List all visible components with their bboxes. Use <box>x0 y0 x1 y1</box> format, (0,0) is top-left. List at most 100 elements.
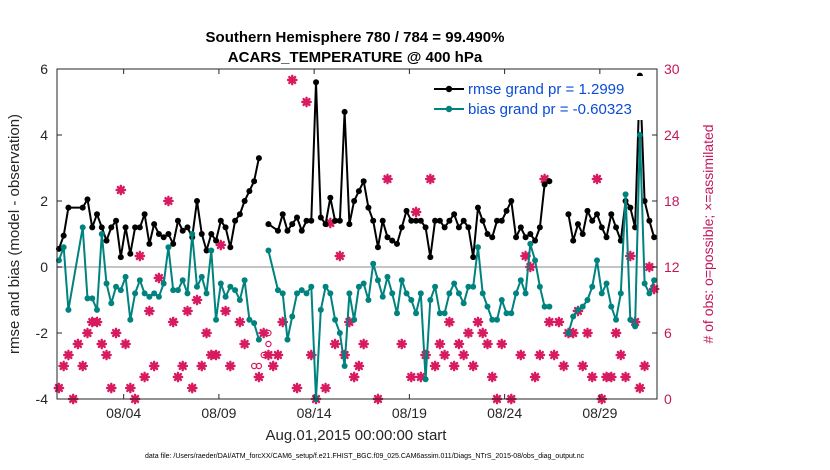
bias-point <box>498 297 505 303</box>
rmse-point <box>84 196 91 203</box>
bias-point <box>489 316 496 323</box>
bias-point <box>146 293 153 300</box>
bias-point <box>474 244 481 251</box>
obs-assimilated-marker <box>567 327 579 339</box>
bias-point <box>89 295 96 302</box>
obs-assimilated-marker <box>320 382 331 394</box>
obs-assimilated-glyph <box>58 360 70 372</box>
rmse-point <box>113 217 120 224</box>
obs-assimilated-glyph <box>577 360 589 372</box>
obs-assimilated-marker <box>148 360 160 372</box>
x-tick-label: 08/24 <box>487 405 522 421</box>
x-tick-label: 08/29 <box>582 405 617 421</box>
rmse-point <box>651 234 658 241</box>
bias-point <box>174 287 181 294</box>
obs-assimilated-marker <box>105 382 117 394</box>
rmse-point <box>546 178 553 185</box>
rmse-point <box>298 227 305 234</box>
rmse-point <box>446 217 453 224</box>
obs-assimilated-glyph <box>453 338 465 350</box>
rmse-point <box>255 155 262 162</box>
obs-assimilated-glyph <box>610 327 622 339</box>
rmse-point <box>308 217 315 224</box>
bias-point <box>379 293 386 300</box>
rmse-point <box>198 231 205 237</box>
obs-assimilated-glyph <box>239 338 251 350</box>
bias-point <box>417 290 424 297</box>
obs-assimilated-marker <box>405 371 417 383</box>
bias-point <box>60 244 67 251</box>
obs-assimilated-glyph <box>477 327 489 339</box>
bias-point <box>113 283 120 290</box>
bias-point <box>351 316 358 323</box>
bias-point <box>451 280 458 287</box>
obs-assimilated-glyph <box>101 349 112 361</box>
rmse-point <box>146 240 153 247</box>
obs-assimilated-glyph <box>53 382 65 394</box>
obs-assimilated-glyph <box>382 173 393 185</box>
rmse-point <box>194 198 200 204</box>
bias-point <box>603 280 610 287</box>
obs-assimilated-marker <box>234 316 246 328</box>
bias-point <box>255 336 262 343</box>
y-tick-label: 0 <box>40 259 48 275</box>
obs-assimilated-glyph <box>343 316 355 328</box>
obs-assimilated-glyph <box>515 349 527 361</box>
bias-point <box>508 310 515 317</box>
obs-assimilated-glyph <box>201 327 212 339</box>
rmse-point <box>351 198 358 204</box>
rmse-point <box>89 224 96 231</box>
bias-point <box>536 283 543 290</box>
obs-assimilated-glyph <box>434 338 446 350</box>
y-tick-label: -2 <box>36 325 49 341</box>
rmse-point <box>374 244 381 251</box>
rmse-point <box>151 221 158 228</box>
rmse-point <box>327 194 334 201</box>
bias-point <box>579 303 586 310</box>
bias-point <box>394 310 400 317</box>
bias-point <box>565 330 572 336</box>
obs-assimilated-glyph <box>448 360 460 372</box>
rmse-point <box>613 224 620 231</box>
obs-assimilated-marker <box>515 349 527 361</box>
bias-point <box>570 313 577 320</box>
bias-point <box>251 320 258 327</box>
rmse-point <box>346 221 353 228</box>
obs-assimilated-glyph <box>582 327 593 339</box>
bias-point <box>541 303 548 310</box>
rmse-point <box>394 240 400 247</box>
obs-assimilated-glyph <box>177 360 189 372</box>
bias-point <box>341 363 348 369</box>
bias-point <box>103 280 110 287</box>
rmse-point <box>455 224 462 231</box>
bias-point <box>584 297 591 303</box>
rmse-point <box>98 224 105 231</box>
obs-possible-marker <box>260 351 267 359</box>
obs-assimilated-glyph <box>267 360 279 372</box>
obs-assimilated-glyph <box>253 371 265 383</box>
obs-assimilated-glyph <box>305 349 317 361</box>
rmse-point <box>303 217 310 224</box>
obs-assimilated-marker <box>486 371 498 383</box>
rmse-point <box>474 204 481 211</box>
bias-point <box>213 316 220 323</box>
obs-assimilated-glyph <box>196 360 208 372</box>
bias-point <box>241 277 248 284</box>
y2-tick-label: 18 <box>664 193 680 209</box>
obs-assimilated-marker <box>191 294 203 306</box>
bias-point <box>598 290 605 297</box>
bias-point <box>322 283 329 290</box>
rmse-point <box>170 240 177 247</box>
obs-assimilated-glyph <box>529 371 541 383</box>
bias-point <box>346 290 353 297</box>
rmse-point <box>603 234 610 241</box>
plot-frame <box>56 68 658 400</box>
bias-point <box>479 290 486 297</box>
obs-assimilated-glyph <box>567 327 579 339</box>
rmse-point <box>208 231 215 237</box>
obs-assimilated-marker <box>439 349 451 361</box>
bias-point <box>198 273 205 280</box>
rmse-point <box>384 234 391 241</box>
obs-assimilated-glyph <box>348 371 360 383</box>
